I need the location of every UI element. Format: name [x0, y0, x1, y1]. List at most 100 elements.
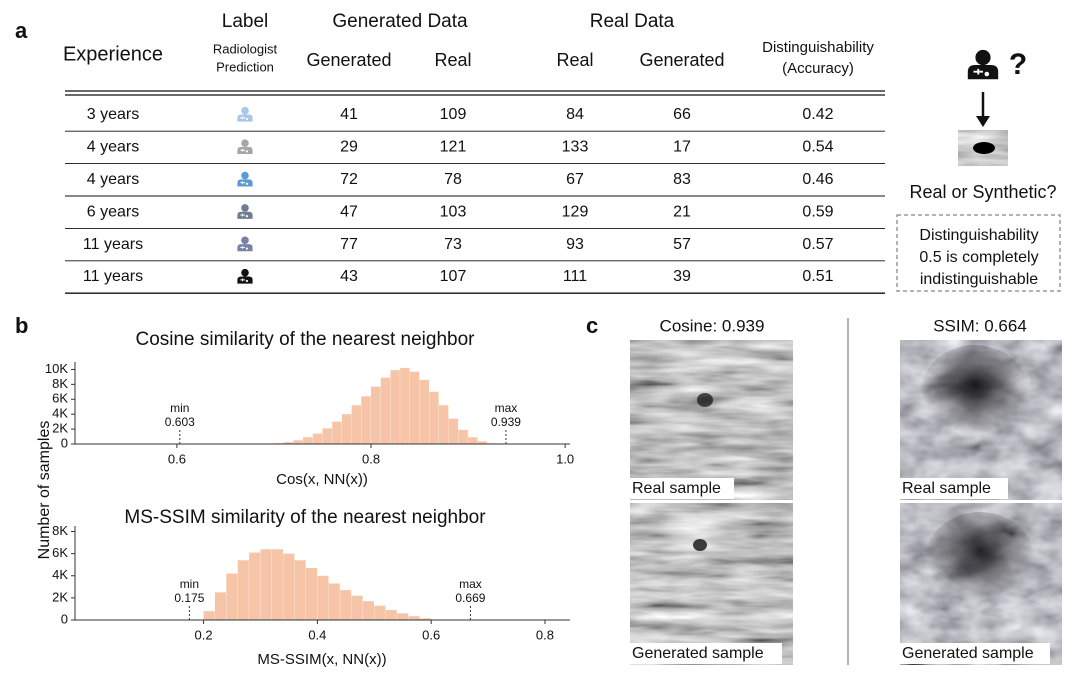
- histogram-bar: [312, 433, 323, 444]
- table-cell: 84: [566, 106, 584, 123]
- radiologist-icon: [237, 106, 253, 122]
- table-cell: 0.57: [802, 236, 833, 253]
- image-caption: Generated sample: [902, 645, 1034, 662]
- table-cell: 103: [440, 203, 467, 220]
- histogram-bar: [400, 367, 410, 444]
- y-tick-label: 6K: [52, 391, 68, 406]
- histogram-bar: [458, 429, 468, 444]
- image-caption: Generated sample: [632, 645, 764, 662]
- lesion: [920, 345, 1030, 445]
- histogram-bar: [361, 396, 371, 444]
- y-tick-label: 2K: [52, 589, 68, 604]
- x-axis-label: MS-SSIM(x, NN(x)): [257, 651, 386, 668]
- histogram-bar: [397, 613, 409, 620]
- table-cell: 77: [340, 236, 358, 253]
- x-tick-label: 0.8: [362, 451, 380, 466]
- icon-cross: [973, 68, 990, 77]
- arrow-head: [976, 116, 990, 127]
- x-axis-label: Cos(x, NN(x)): [276, 471, 368, 488]
- histogram-bar: [409, 371, 420, 444]
- caption-box: [630, 643, 782, 664]
- icon-head: [241, 171, 249, 180]
- table-cell: 109: [440, 106, 467, 123]
- histogram-bar: [303, 437, 313, 444]
- icon-cross: [240, 116, 249, 121]
- histogram-bar: [294, 560, 306, 620]
- caption-box: [900, 643, 1050, 664]
- x-tick-label: 0.6: [168, 451, 186, 466]
- radiologist-icon: [237, 236, 253, 252]
- column-header: (Accuracy): [782, 60, 854, 77]
- histogram-bar: [468, 437, 478, 444]
- histogram-bar: [438, 405, 449, 444]
- image-title: SSIM: 0.664: [933, 316, 1027, 335]
- icon-cross: [240, 148, 249, 153]
- histogram-bar: [419, 618, 431, 620]
- icon-cross: [240, 246, 249, 250]
- histogram-bar: [448, 418, 459, 444]
- question-mark: ?: [1009, 48, 1027, 81]
- histogram-bar: [340, 590, 352, 620]
- table-cell: 0.54: [802, 139, 833, 156]
- histogram-bar: [380, 377, 391, 444]
- y-tick-label: 10K: [45, 361, 68, 376]
- y-tick-label: 0: [61, 611, 68, 626]
- column-header: Real: [556, 50, 593, 70]
- radiologist-icon: [237, 268, 253, 284]
- table-cell: 4 years: [87, 171, 139, 188]
- table-cell: 0.51: [802, 268, 833, 285]
- x-tick-label: 0.2: [195, 627, 213, 642]
- table-cell: 43: [340, 268, 358, 285]
- radiologist-icon: [237, 171, 253, 187]
- annotation-value: 0.669: [455, 591, 485, 605]
- radiologist-icon: [237, 204, 253, 219]
- column-header: Generated: [639, 50, 724, 70]
- x-tick-label: 1.0: [556, 451, 574, 466]
- column-header: Experience: [63, 43, 163, 65]
- image-real-cos: [630, 340, 793, 500]
- histogram-bar: [390, 370, 400, 444]
- panel-label: a: [15, 18, 28, 43]
- histogram-bar: [374, 605, 386, 620]
- group-header: Generated Data: [332, 11, 468, 32]
- y-tick-label: 6K: [52, 545, 68, 560]
- icon-head: [241, 268, 249, 277]
- column-header: Real: [434, 50, 471, 70]
- group-header: Real Data: [590, 11, 675, 32]
- icon-cross: [240, 181, 249, 185]
- icon-head: [241, 236, 249, 245]
- annotation-value: 0.939: [491, 415, 521, 429]
- chart-title: Cosine similarity of the nearest neighbo…: [135, 329, 475, 350]
- icon-cross: [240, 278, 249, 283]
- histogram-bar: [362, 601, 374, 620]
- histogram-bar: [271, 549, 283, 620]
- table-cell: 129: [562, 203, 589, 220]
- histogram-bar: [306, 568, 318, 620]
- table-cell: 78: [444, 171, 462, 188]
- table-cell: 72: [340, 171, 358, 188]
- table-cell: 93: [566, 236, 584, 253]
- lesion: [925, 512, 1035, 608]
- column-header: Radiologist: [213, 41, 278, 56]
- y-tick-label: 2K: [52, 421, 68, 436]
- caption-box: [900, 478, 1008, 499]
- column-header: Distinguishability: [762, 39, 874, 56]
- x-tick-label: 0.8: [536, 627, 554, 642]
- note-text: Distinguishability: [919, 227, 1038, 244]
- table-cell: 0.59: [802, 203, 833, 220]
- table-cell: 11 years: [83, 268, 143, 285]
- histogram-bar: [283, 553, 295, 620]
- group-header: Label: [222, 11, 269, 32]
- icon-head: [241, 106, 249, 115]
- note-text: indistinguishable: [920, 271, 1038, 288]
- annotation-value: 0.175: [174, 591, 204, 605]
- side-graphic: [896, 92, 1061, 292]
- histogram-bar: [214, 592, 227, 620]
- table-cell: 21: [673, 203, 691, 220]
- table-cell: 17: [673, 139, 691, 156]
- table-cell: 39: [673, 268, 691, 285]
- table-cell: 133: [562, 139, 589, 156]
- image-title: Cosine: 0.939: [660, 316, 765, 335]
- annotation-label: min: [170, 401, 189, 415]
